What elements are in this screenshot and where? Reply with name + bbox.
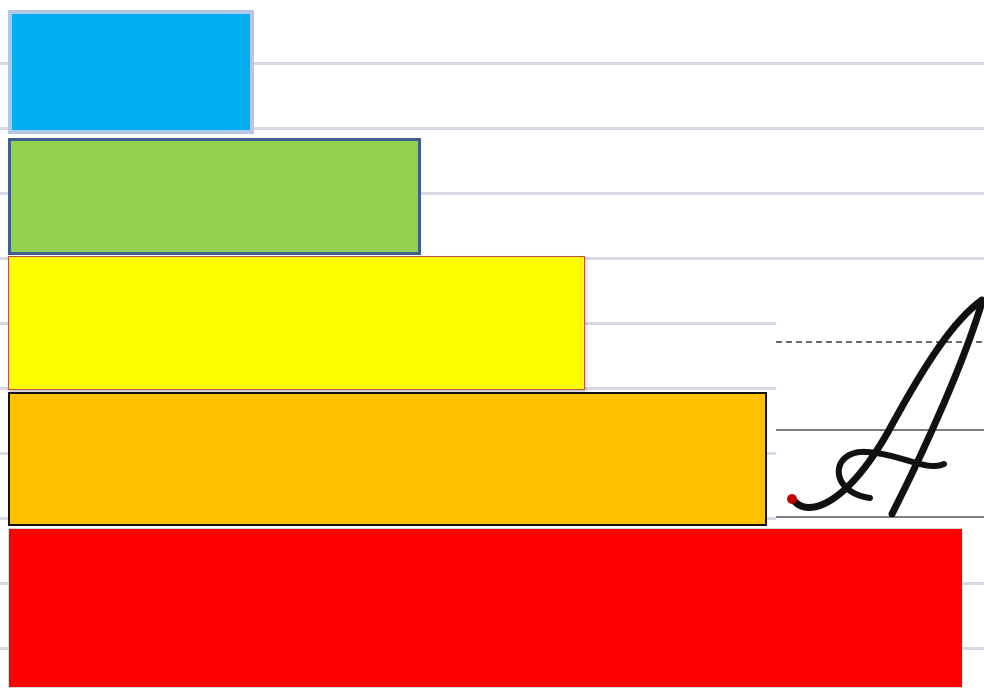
cursive-stroke-right (888, 298, 984, 518)
cursive-stroke-left (788, 296, 984, 511)
bar-blue (8, 10, 254, 134)
cursive-crossbar-loop (835, 448, 947, 501)
bar-orange (8, 392, 767, 526)
handwriting-sample (776, 262, 984, 522)
bar-red (8, 528, 963, 688)
bar-green (8, 138, 421, 255)
start-dot (787, 494, 797, 504)
cursive-letter-a-icon (776, 296, 984, 518)
bar-yellow (8, 256, 585, 390)
